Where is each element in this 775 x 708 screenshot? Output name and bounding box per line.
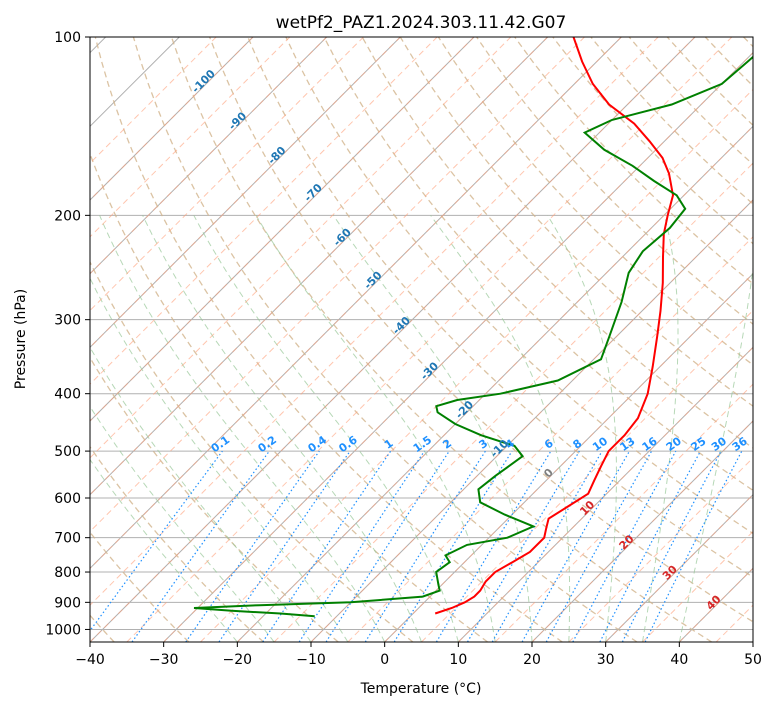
dry-adiabat	[170, 37, 713, 642]
x-tick-label: 20	[523, 652, 541, 668]
y-tick-label: 500	[54, 444, 81, 460]
y-tick-label: 900	[54, 595, 81, 611]
dry-adiabat	[476, 37, 753, 325]
isotherm-dashed	[90, 37, 622, 570]
x-tick-label: 40	[670, 652, 688, 668]
dry-adiabat	[94, 37, 563, 642]
moist-adiabat	[90, 458, 238, 642]
isotherm-dashed	[90, 37, 328, 275]
isotherm-dashed	[605, 493, 753, 642]
isotherm-dashed	[90, 37, 438, 385]
mixing-ratio-line	[298, 450, 425, 642]
isotherm-dashed	[90, 37, 475, 422]
isotherm-dashed	[90, 37, 512, 459]
x-tick-label: −30	[149, 652, 179, 668]
x-tick-label: −40	[75, 652, 105, 668]
isotherm-gridline	[752, 641, 753, 642]
dry-adiabat	[514, 37, 753, 285]
moist-adiabat	[678, 264, 753, 642]
isotherm-dashed	[163, 51, 753, 642]
mixing-ratio-line	[262, 450, 392, 642]
isotherm-dashed	[90, 37, 585, 533]
isotherm-dashed	[642, 530, 753, 642]
mixing-ratio-line	[644, 450, 743, 642]
mixing-ratio-line	[545, 450, 653, 642]
mixing-ratio-line	[90, 450, 223, 632]
isotherm-dashed	[531, 420, 753, 642]
isotherm-dashed	[126, 37, 733, 642]
isotherm-dashed	[90, 37, 291, 238]
y-tick-label: 300	[54, 313, 81, 329]
isotherm-dashed	[90, 37, 364, 312]
y-tick-label: 1000	[45, 622, 81, 638]
mixing-ratio-line	[185, 450, 320, 642]
chart-title: wetPf2_PAZ1.2024.303.11.42.G07	[276, 13, 567, 33]
dry-adiabat	[90, 260, 414, 642]
isotherm-dashed	[90, 37, 659, 606]
x-tick-label: 0	[380, 652, 389, 668]
dewpoint-profile	[193, 55, 753, 618]
dry-adiabat	[285, 37, 753, 535]
isotherm-dashed	[90, 37, 696, 642]
isotherm-dashed	[568, 457, 753, 642]
y-tick-label: 400	[54, 387, 81, 403]
isotherm-dashed	[273, 162, 753, 642]
plot-frame	[89, 36, 754, 643]
dry-adiabat	[208, 37, 753, 623]
dry-adiabat	[323, 37, 753, 492]
dry-adiabat	[132, 37, 638, 642]
y-tick-label: 700	[54, 531, 81, 547]
mixing-ratio-line	[572, 450, 677, 642]
moist-adiabat	[99, 215, 386, 642]
y-tick-label: 100	[54, 30, 81, 46]
moist-adiabat	[547, 215, 617, 642]
mixing-ratio-line	[521, 450, 631, 642]
x-tick-label: 30	[597, 652, 615, 668]
plot-background	[90, 37, 753, 642]
x-axis-label: Temperature (°C)	[360, 681, 482, 697]
mixing-ratio-line	[325, 450, 450, 642]
x-tick-label: −10	[296, 652, 326, 668]
temperature-profile	[434, 37, 675, 615]
y-tick-label: 600	[54, 491, 81, 507]
y-tick-label: 800	[54, 565, 81, 581]
isotherm-dashed	[494, 383, 753, 642]
dry-adiabat	[90, 356, 339, 642]
isotherm-dashed	[236, 125, 753, 642]
x-tick-label: 50	[744, 652, 762, 668]
isotherm-dashed	[752, 641, 753, 642]
mixing-ratio-line	[393, 450, 513, 642]
moist-adiabat	[332, 215, 533, 642]
dry-adiabat	[247, 37, 753, 578]
mixing-ratio-line	[131, 450, 270, 642]
isotherm-dashed	[457, 346, 753, 642]
moist-adiabat	[142, 215, 422, 642]
isotherm-dashed	[90, 37, 549, 496]
isotherm-dashed	[310, 199, 753, 642]
mixing-ratio-line	[218, 450, 351, 642]
isotherm-dashed	[200, 88, 753, 642]
isotherm-dashed	[90, 37, 254, 201]
moist-adiabat	[90, 405, 275, 642]
moist-adiabat	[90, 346, 312, 642]
isotherm-dashed	[90, 37, 217, 164]
x-tick-label: −20	[223, 652, 253, 668]
x-tick-label: 10	[449, 652, 467, 668]
y-tick-label: 200	[54, 208, 81, 224]
isotherm-dashed	[347, 236, 753, 642]
moist-adiabat	[642, 215, 679, 642]
isotherm-dashed	[90, 37, 401, 349]
dry-adiabat	[90, 445, 264, 642]
isotherm-dashed	[421, 309, 753, 642]
moist-adiabat	[193, 215, 459, 642]
y-axis-label: Pressure (hPa)	[13, 289, 29, 389]
